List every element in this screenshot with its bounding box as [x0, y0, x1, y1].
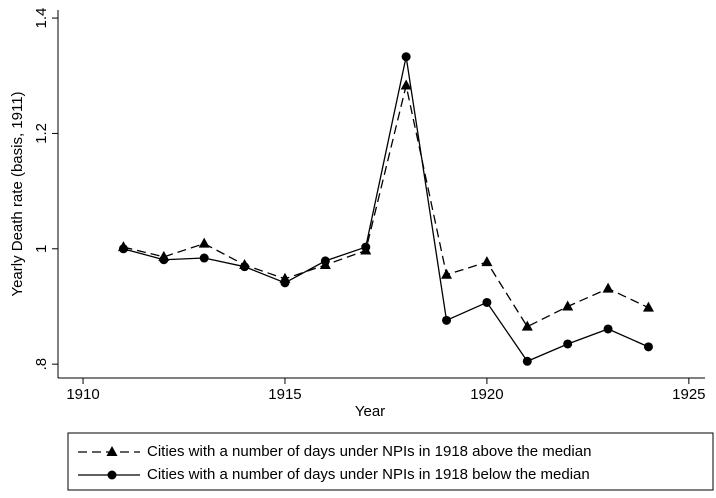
x-tick-label: 1915 [268, 386, 301, 403]
series-line [123, 85, 649, 328]
marker [400, 79, 412, 90]
series-line [123, 56, 649, 363]
legend-label: Cities with a number of days under NPIs … [147, 466, 590, 483]
marker [280, 278, 290, 288]
y-tick-label: 1.4 [33, 8, 50, 29]
y-axis-label: Yearly Death rate (basis, 1911) [9, 91, 26, 296]
y-tick-label: 1.2 [33, 123, 50, 144]
marker [522, 356, 532, 366]
marker [521, 320, 533, 331]
marker [482, 297, 492, 307]
marker [199, 253, 209, 263]
legend-box [67, 432, 714, 491]
y-tick-label: 1 [33, 245, 50, 253]
marker [642, 301, 654, 312]
marker [198, 237, 210, 248]
marker [442, 315, 452, 325]
x-tick-label: 1925 [672, 386, 705, 403]
marker [320, 256, 330, 266]
legend-label: Cities with a number of days under NPIs … [147, 443, 591, 460]
marker [562, 300, 574, 311]
marker [240, 262, 250, 272]
marker [643, 342, 653, 352]
x-axis-label: Year [355, 403, 385, 420]
marker [106, 446, 118, 456]
x-tick-label: 1920 [470, 386, 503, 403]
y-tick-label: .8 [33, 358, 50, 371]
marker [361, 242, 371, 252]
marker [118, 244, 128, 254]
marker [563, 339, 573, 349]
x-tick-label: 1910 [66, 386, 99, 403]
marker [602, 282, 614, 293]
marker [603, 324, 613, 334]
marker [401, 52, 411, 62]
marker [107, 470, 117, 480]
marker [159, 255, 169, 265]
marker [441, 268, 453, 279]
marker [481, 256, 493, 267]
